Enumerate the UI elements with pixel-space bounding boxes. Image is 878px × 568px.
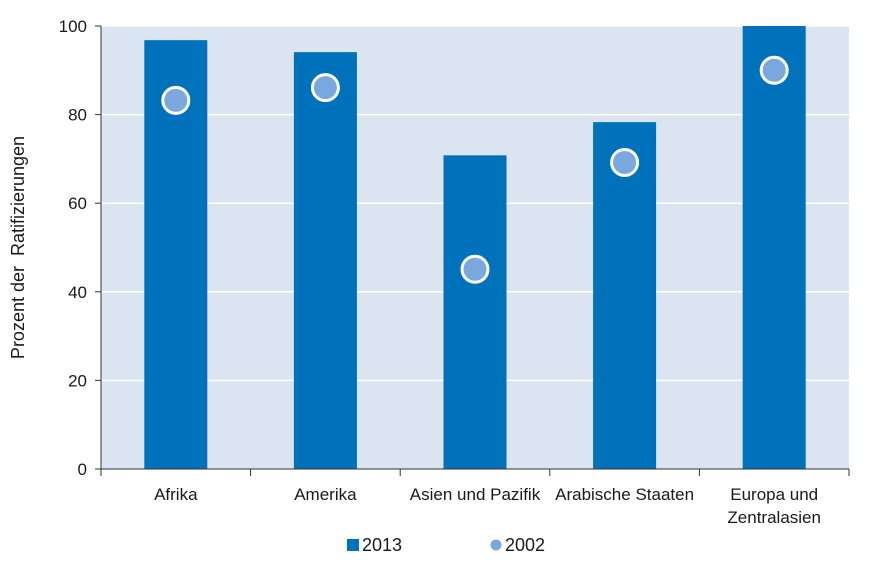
bars-2013 [144,26,806,470]
bar-2013 [443,155,507,469]
y-tick-label: 40 [68,283,87,302]
legend-label-2002: 2002 [505,535,545,555]
x-category-label: Arabische Staaten [555,485,694,504]
y-axis-label: Prozent der Ratifizierungen [8,136,28,359]
marker-2002 [610,147,640,177]
y-tick-label: 100 [59,17,87,36]
bar-2013 [593,122,657,470]
marker-2002 [759,55,789,85]
y-tick-label: 20 [68,371,87,390]
legend-swatch-2013 [347,539,359,551]
x-category-label: Afrika [154,485,198,504]
axes: 0 20 40 60 80 100 Afrika Amerika Asien und Pazif… [59,17,850,527]
bar-2013 [742,26,806,469]
x-category-label: Asien und Pazifik [410,485,541,504]
y-tick-label: 80 [68,106,87,125]
legend: 2013 2002 [347,535,545,555]
marker-2002 [310,73,340,103]
x-category-label: Zentralasien [727,508,821,527]
legend-label-2013: 2013 [362,535,402,555]
y-tick-label: 60 [68,194,87,213]
y-tick-label: 0 [78,460,87,479]
legend-swatch-2002 [490,539,502,551]
bar-2013 [293,52,357,470]
markers-2002 [161,55,789,284]
x-category-label: Europa und [730,485,818,504]
marker-2002 [161,85,191,115]
marker-2002 [460,254,490,284]
x-category-label: Amerika [294,485,357,504]
